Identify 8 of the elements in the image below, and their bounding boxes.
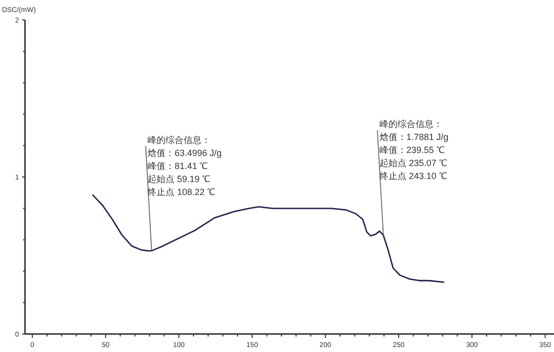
annotation: 峰值：81.41 ℃ [148, 160, 208, 171]
annotation: 峰的综合信息： [148, 134, 211, 145]
annotation: 焓值：1.7881 J/g [379, 132, 448, 142]
annotation: 起始点 59.19 ℃ [148, 174, 210, 184]
annotation: 峰值：239.55 ℃ [379, 145, 444, 156]
annotation: 焓值：63.4996 J/g [148, 148, 222, 158]
annotation: 峰的综合信息： [379, 119, 442, 130]
annotation: 起始点 235.07 ℃ [379, 158, 447, 168]
